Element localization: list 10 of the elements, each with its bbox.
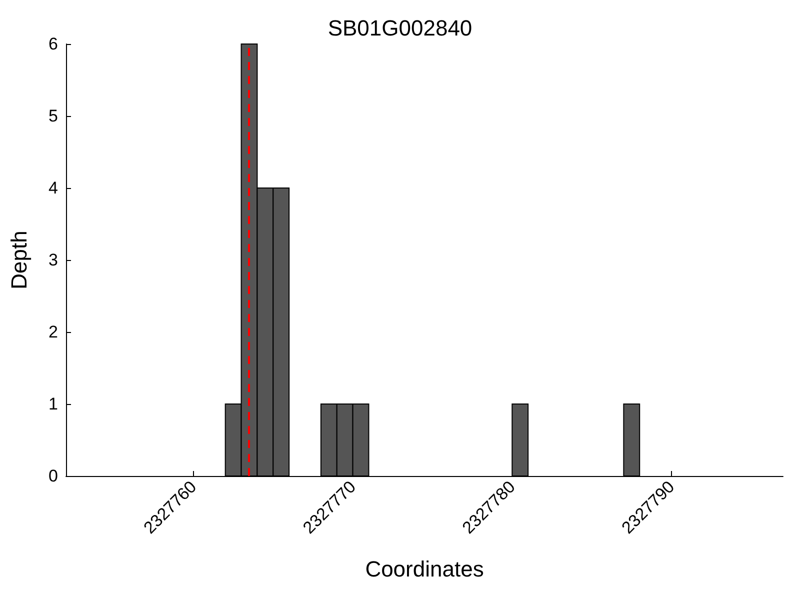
chart-title: SB01G002840 bbox=[328, 16, 472, 40]
y-axis-title: Depth bbox=[6, 230, 32, 290]
x-axis-title: Coordinates bbox=[365, 556, 484, 582]
y-tick-label: 5 bbox=[48, 106, 58, 126]
y-tick-label: 4 bbox=[48, 178, 58, 198]
y-tick-label: 1 bbox=[48, 394, 58, 414]
y-tick-label: 2 bbox=[48, 322, 58, 342]
y-tick-label: 3 bbox=[48, 250, 58, 270]
y-tick-label: 0 bbox=[48, 466, 58, 486]
y-tick-label: 6 bbox=[48, 34, 58, 54]
